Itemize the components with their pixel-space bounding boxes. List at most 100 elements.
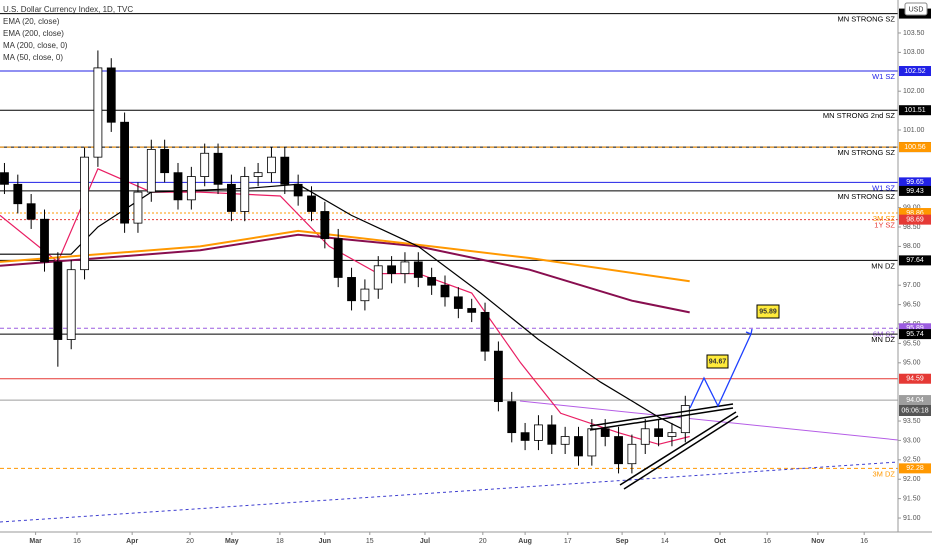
level-price: 98.69 — [906, 216, 924, 223]
callout-box — [756, 304, 780, 319]
legend-entry: MA (50, close, 0) — [3, 53, 63, 62]
candle-body — [667, 432, 677, 437]
level-price-box — [899, 395, 931, 406]
x-tick-label: Apr — [126, 538, 138, 545]
level-price: 94.04 — [906, 397, 924, 404]
legend-entry: EMA (200, close) — [3, 29, 64, 38]
x-tick-label: Oct — [714, 538, 726, 545]
level-price-box — [899, 323, 931, 334]
level-price-box — [899, 185, 931, 196]
x-tick-label: 16 — [73, 538, 81, 545]
candle-body — [654, 428, 663, 437]
x-tick-label: Mar — [29, 538, 42, 545]
level-price-box — [899, 142, 931, 153]
y-tick-label: 91.00 — [903, 515, 921, 522]
currency-button[interactable] — [904, 2, 928, 16]
y-tick-label: 92.00 — [903, 476, 921, 483]
candle-body — [80, 156, 89, 271]
chart-title: U.S. Dollar Currency Index, 1D, TVC — [3, 5, 133, 14]
candle-body — [293, 183, 303, 197]
level-price-box — [899, 373, 931, 384]
candle-body — [493, 350, 503, 403]
level-price: 99.43 — [906, 188, 924, 195]
x-tick-label: Sep — [616, 538, 629, 545]
ma-line — [0, 229, 690, 283]
candle-body — [26, 203, 36, 220]
candle-body — [427, 277, 437, 286]
candle-body — [133, 191, 143, 224]
arrow-head — [745, 328, 753, 335]
y-tick-label: 98.50 — [903, 224, 921, 231]
callout-box — [706, 354, 729, 369]
y-tick-label: 93.50 — [903, 418, 921, 425]
x-tick-label: 20 — [186, 538, 194, 545]
candle-body — [53, 261, 63, 340]
candle-body — [507, 401, 517, 434]
wedge — [589, 403, 739, 490]
level-label: W1 SZ — [872, 183, 895, 192]
level-price: 101.51 — [904, 107, 926, 114]
countdown-box — [899, 405, 931, 416]
trend-line — [0, 461, 899, 523]
level-label: 3M SZ — [873, 214, 896, 223]
candle-body — [106, 67, 116, 123]
candle-body — [173, 172, 183, 201]
legend-entry: MA (200, close, 0) — [3, 41, 68, 50]
legend: U.S. Dollar Currency Index, 1D, TVC EMA … — [3, 5, 133, 62]
y-axis: 91.00 91.50 92.00 92.50 93.00 93.50 95.00 95.50… — [898, 8, 931, 522]
candle-body — [333, 238, 343, 278]
candle-body — [440, 284, 450, 298]
level-price: 97.64 — [906, 257, 924, 264]
x-tick-label: May — [225, 538, 239, 545]
x-tick-label: Jun — [319, 538, 331, 545]
level-label: MN STRONG SZ — [838, 15, 896, 24]
candle-body — [93, 67, 103, 158]
candle-body — [387, 265, 397, 274]
candle-body — [213, 152, 223, 185]
candle-body — [66, 269, 76, 340]
level-price-box — [899, 214, 931, 225]
y-tick-label: 103.50 — [903, 30, 925, 37]
x-tick-label: Nov — [811, 538, 824, 545]
candle-body — [120, 121, 130, 224]
level-label: MN DZ — [871, 261, 895, 270]
candle-body — [226, 183, 236, 212]
candle-body — [547, 424, 557, 445]
candle-body — [480, 311, 490, 352]
x-tick-label: 15 — [366, 538, 374, 545]
y-tick-label: 92.50 — [903, 457, 921, 464]
currency[interactable]: USD — [909, 6, 924, 13]
level-price: 95.74 — [906, 331, 924, 338]
wedge-line — [589, 407, 734, 431]
candle-body — [534, 424, 543, 441]
x-axis: Mar 16 Apr 20 May 18 Jun 15 Jul 20 Aug 17 Sep 14 Oct 16… — [29, 532, 868, 545]
candle-body — [320, 211, 330, 240]
x-tick-label: 16 — [860, 538, 868, 545]
level-label: W1 SZ — [872, 72, 895, 81]
candle-body — [160, 148, 170, 174]
callout-text: 94.67 — [709, 358, 727, 365]
candle-body — [373, 265, 383, 290]
countdown: 06:06:18 — [901, 407, 928, 414]
candle-body — [560, 436, 570, 445]
level-price: 94.59 — [906, 376, 924, 383]
y-tick-label: 101.00 — [903, 127, 925, 134]
y-tick-label: 98.00 — [903, 243, 921, 250]
wedge-line — [619, 411, 737, 486]
candle-body — [614, 436, 623, 465]
y-tick-label: 95.00 — [903, 360, 921, 367]
x-tick-label: 17 — [564, 538, 572, 545]
level-label: MN STRONG SZ — [838, 192, 896, 201]
x-tick-label: Jul — [420, 538, 430, 545]
y-tick-label: 96.50 — [903, 301, 921, 308]
y-tick-label: 91.50 — [903, 495, 921, 502]
candle-body — [13, 183, 23, 205]
candle-body — [640, 428, 650, 445]
candle-body — [280, 156, 290, 185]
callout-text: 95.89 — [759, 308, 777, 315]
candle-body — [253, 172, 263, 177]
x-tick-label: 14 — [661, 538, 669, 545]
candle-body — [267, 156, 276, 174]
level-price: 99.65 — [906, 179, 924, 186]
